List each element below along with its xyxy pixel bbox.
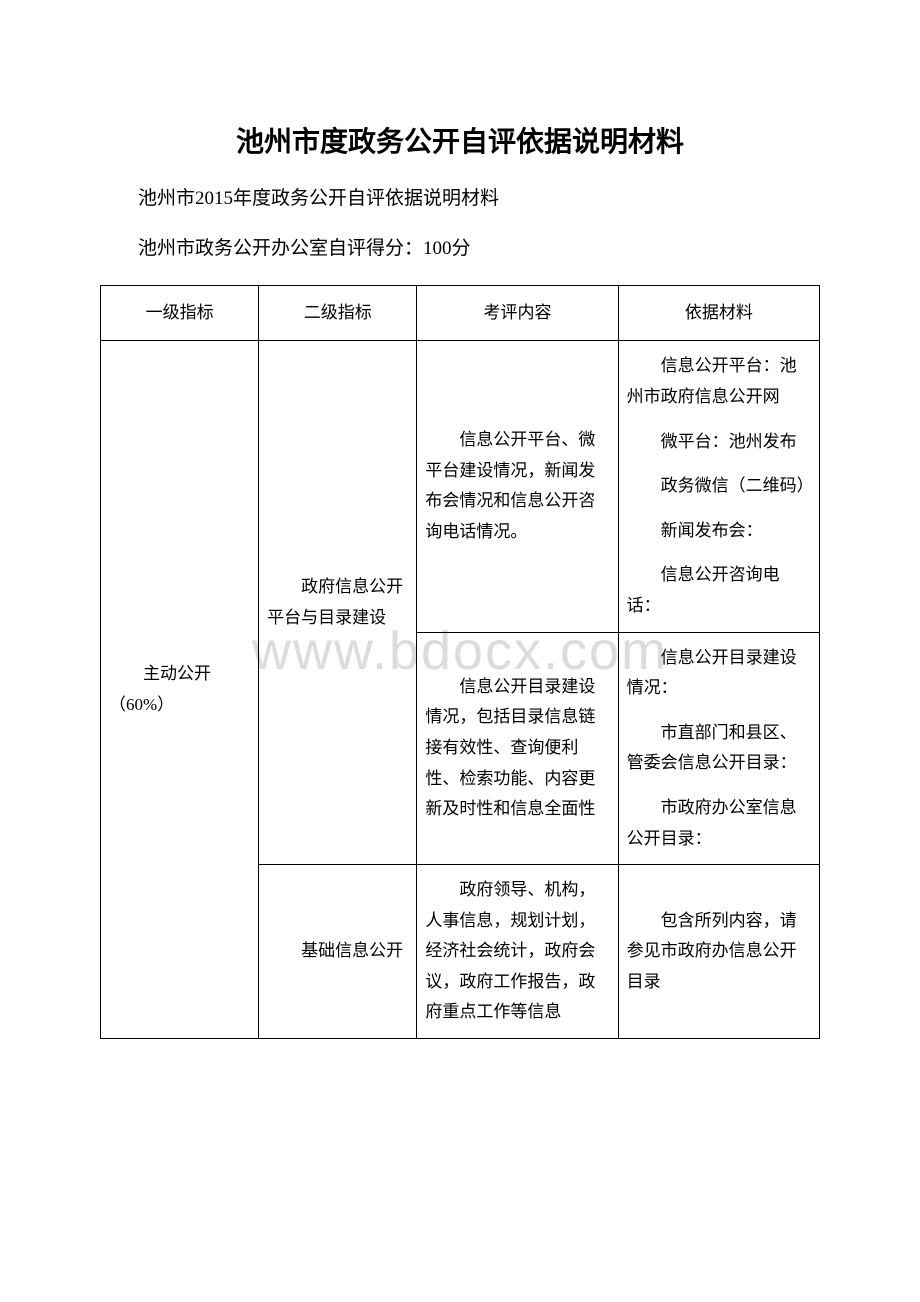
basis-text: 信息公开目录建设情况： [627, 643, 811, 704]
basis-cell: 包含所列内容，请参见市政府办信息公开目录 [618, 865, 819, 1039]
basis-text: 信息公开平台：池州市政府信息公开网 [627, 351, 811, 412]
content-cell: 政府领导、机构，人事信息，规划计划，经济社会统计，政府会议，政府工作报告，政府重… [417, 865, 618, 1039]
header-level1: 一级指标 [101, 285, 259, 341]
header-level2: 二级指标 [259, 285, 417, 341]
header-basis: 依据材料 [618, 285, 819, 341]
basis-text: 新闻发布会： [627, 516, 811, 547]
content-cell: 信息公开目录建设情况，包括目录信息链接有效性、查询便利性、检索功能、内容更新及时… [417, 632, 618, 865]
level1-cell: 主动公开（60%） [101, 341, 259, 1039]
basis-text: 包含所列内容，请参见市政府办信息公开目录 [627, 906, 811, 998]
basis-text: 政务微信（二维码） [627, 471, 811, 502]
content-text: 信息公开目录建设情况，包括目录信息链接有效性、查询便利性、检索功能、内容更新及时… [425, 672, 609, 825]
basis-text: 市直部门和县区、管委会信息公开目录： [627, 718, 811, 779]
basis-cell: 信息公开目录建设情况： 市直部门和县区、管委会信息公开目录： 市政府办公室信息公… [618, 632, 819, 865]
page-title: 池州市度政务公开自评依据说明材料 [100, 120, 820, 160]
header-content: 考评内容 [417, 285, 618, 341]
basis-cell: 信息公开平台：池州市政府信息公开网 微平台：池州发布 政务微信（二维码） 新闻发… [618, 341, 819, 632]
basis-text: 市政府办公室信息公开目录： [627, 793, 811, 854]
subtitle-score: 池州市政务公开办公室自评得分：100分 [100, 234, 820, 264]
content-text: 政府领导、机构，人事信息，规划计划，经济社会统计，政府会议，政府工作报告，政府重… [425, 875, 609, 1028]
basis-text: 信息公开咨询电话： [627, 560, 811, 621]
subtitle-year: 池州市2015年度政务公开自评依据说明材料 [100, 184, 820, 214]
content-cell: 信息公开平台、微平台建设情况，新闻发布会情况和信息公开咨询电话情况。 [417, 341, 618, 632]
level1-text: 主动公开（60%） [109, 659, 250, 720]
level2-cell: 基础信息公开 [259, 865, 417, 1039]
level2-text: 政府信息公开平台与目录建设 [267, 572, 408, 633]
table-header-row: 一级指标 二级指标 考评内容 依据材料 [101, 285, 820, 341]
level2-text: 基础信息公开 [267, 936, 408, 967]
table-row: 主动公开（60%） 政府信息公开平台与目录建设 信息公开平台、微平台建设情况，新… [101, 341, 820, 632]
level2-cell: 政府信息公开平台与目录建设 [259, 341, 417, 865]
content-text: 信息公开平台、微平台建设情况，新闻发布会情况和信息公开咨询电话情况。 [425, 425, 609, 547]
evaluation-table: 一级指标 二级指标 考评内容 依据材料 主动公开（60%） 政府信息公开平台与目… [100, 285, 820, 1039]
basis-text: 微平台：池州发布 [627, 427, 811, 458]
